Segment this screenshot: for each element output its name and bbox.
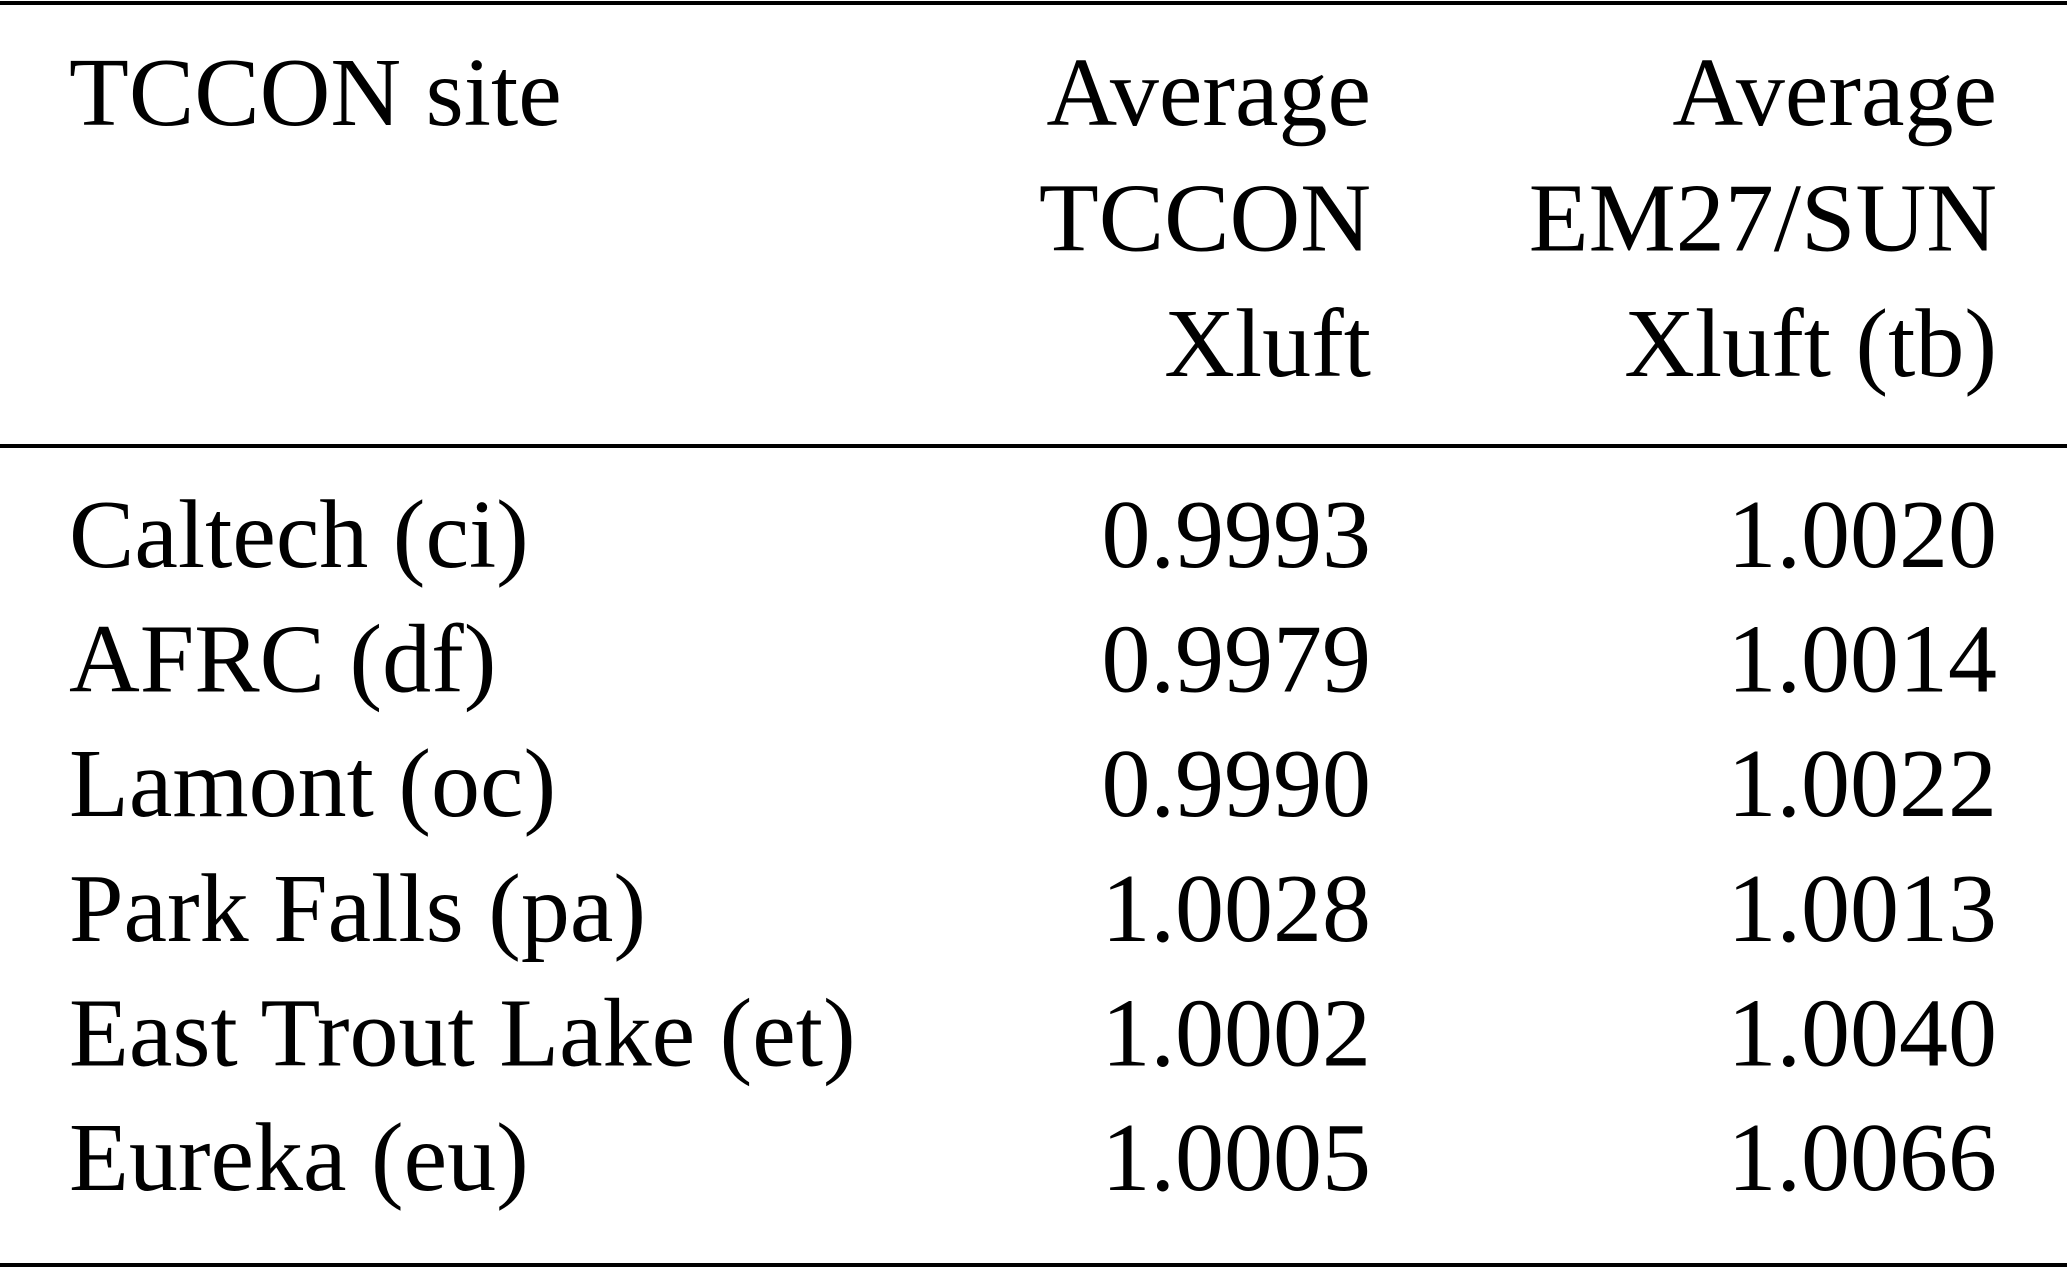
header-cell: TCCON [1039, 165, 1371, 273]
table-cell: 1.0066 [1728, 1104, 1998, 1212]
table-cell: 1.0013 [1728, 855, 1998, 963]
header-cell: Xluft (tb) [1624, 290, 1997, 398]
table-cell: 1.0028 [1102, 855, 1372, 963]
table-cell: AFRC (df) [69, 606, 496, 714]
table-cell: Caltech (ci) [69, 481, 529, 589]
table-cell: 1.0040 [1728, 979, 1998, 1087]
table-cell: 1.0022 [1728, 730, 1998, 838]
table-cell: 0.9979 [1102, 606, 1372, 714]
table-cell: 0.9993 [1102, 481, 1372, 589]
table-cell: 1.0002 [1102, 979, 1372, 1087]
table-cell: Eureka (eu) [69, 1104, 529, 1212]
table-cell: East Trout Lake (et) [69, 979, 856, 1087]
table-cell: Park Falls (pa) [69, 855, 646, 963]
header-cell: Xluft [1164, 290, 1371, 398]
table-cell: Lamont (oc) [69, 730, 556, 838]
header-cell: TCCON site [69, 39, 562, 147]
table-cell: 1.0005 [1102, 1104, 1372, 1212]
header-cell: Average [1672, 39, 1997, 147]
table-cell: 0.9990 [1102, 730, 1372, 838]
header-cell: EM27/SUN [1529, 165, 1997, 273]
table-cell: 1.0014 [1728, 606, 1998, 714]
header-cell: Average [1046, 39, 1371, 147]
table-cell: 1.0020 [1728, 481, 1998, 589]
